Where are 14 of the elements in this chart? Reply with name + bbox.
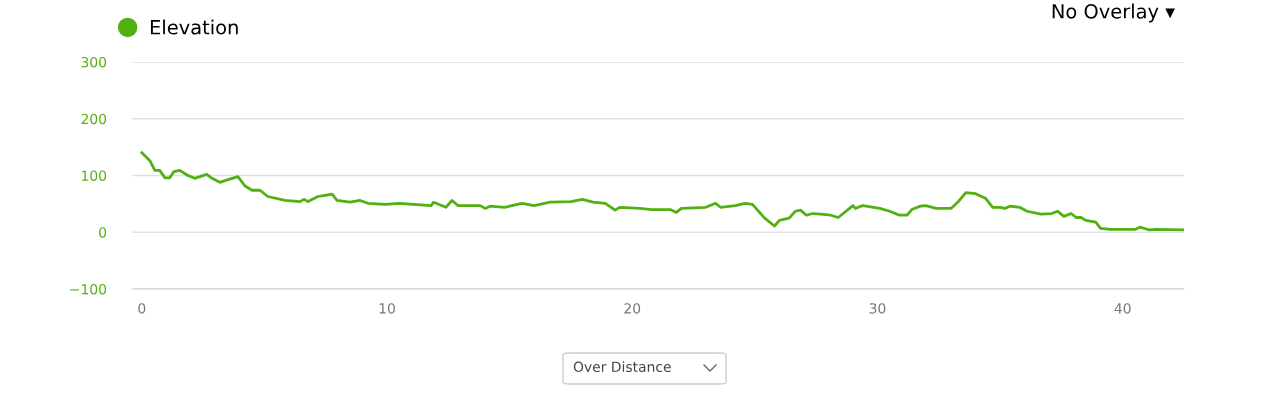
x-tick-label: 0 — [138, 303, 146, 314]
text: Over Distance — [573, 361, 671, 373]
y-tick-label: 0 — [99, 227, 107, 238]
x-tick-label: 20 — [624, 303, 641, 314]
text: No Overlay ▾ — [1052, 3, 1175, 23]
x-tick-label: 30 — [869, 303, 886, 314]
x-tick-label: 10 — [379, 303, 395, 314]
legend-label: Elevation — [150, 19, 238, 35]
y-tick-label: 200 — [81, 113, 107, 125]
y-tick-label: 100 — [82, 170, 107, 181]
y-tick-label: −100 — [70, 283, 107, 295]
x-tick-label: 40 — [1114, 303, 1131, 314]
y-tick-label: 300 — [81, 56, 107, 68]
line-series — [140, 151, 1184, 232]
